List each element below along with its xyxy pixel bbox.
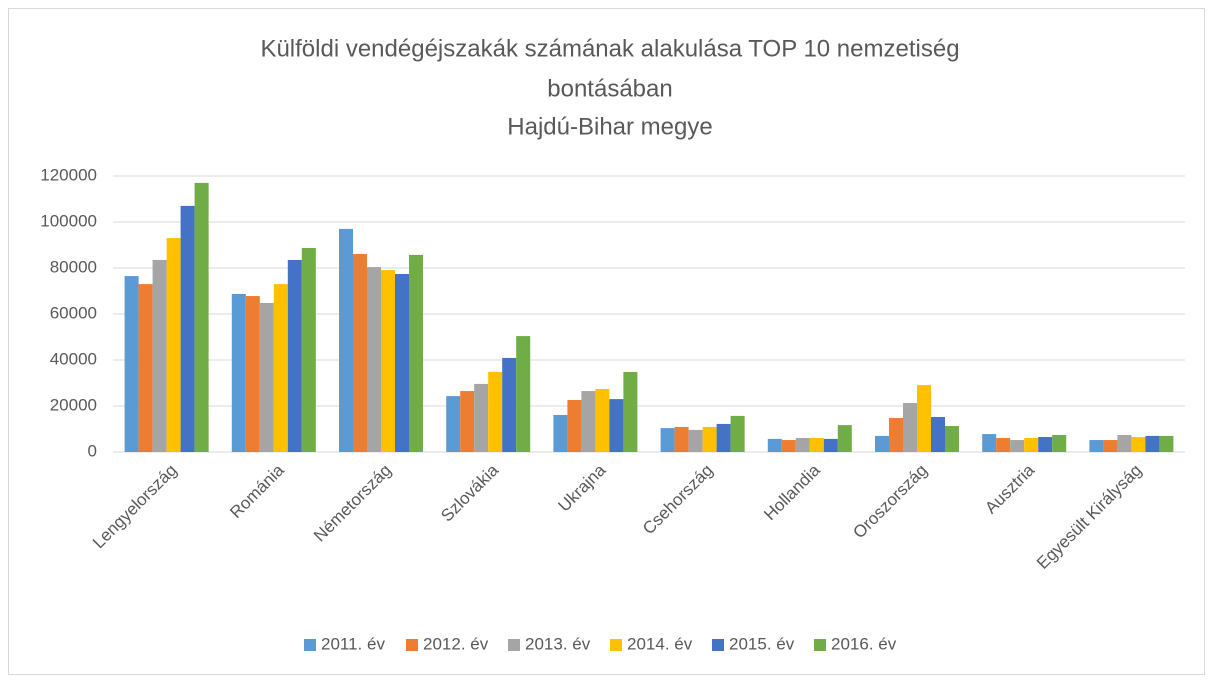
bar xyxy=(474,383,489,452)
bar xyxy=(716,423,731,452)
y-tick-label: 40000 xyxy=(50,349,97,368)
bar xyxy=(138,284,153,452)
bar xyxy=(674,426,689,452)
chart-title: Hajdú-Bihar megye xyxy=(507,113,712,140)
bar xyxy=(273,284,288,452)
bar xyxy=(1052,434,1067,452)
bar xyxy=(152,259,167,452)
bar xyxy=(339,228,353,452)
bar xyxy=(446,396,461,452)
bar xyxy=(516,336,531,452)
bar xyxy=(231,293,246,452)
legend-label: 2012. év xyxy=(423,634,489,653)
bar xyxy=(996,437,1011,452)
bar xyxy=(889,417,903,452)
bar xyxy=(460,391,475,452)
bar xyxy=(1103,440,1118,452)
bar xyxy=(1038,437,1053,452)
bar xyxy=(259,302,274,452)
bar xyxy=(795,437,810,452)
bar xyxy=(931,417,945,452)
bar xyxy=(367,267,381,452)
legend-label: 2013. év xyxy=(525,634,591,653)
bar xyxy=(917,385,931,452)
bar xyxy=(767,438,782,452)
legend-swatch xyxy=(508,639,520,651)
legend-swatch xyxy=(610,639,622,651)
legend-label: 2011. év xyxy=(321,634,385,653)
y-tick-label: 120000 xyxy=(40,165,97,184)
bar xyxy=(395,273,409,452)
y-tick-label: 100000 xyxy=(40,211,97,230)
bar xyxy=(353,253,367,452)
bar xyxy=(245,296,260,452)
bar xyxy=(660,428,675,452)
bar xyxy=(823,438,838,452)
bar xyxy=(945,426,959,452)
bar xyxy=(166,238,181,452)
bar xyxy=(1089,440,1104,452)
y-tick-label: 20000 xyxy=(50,395,97,414)
y-tick-label: 80000 xyxy=(50,257,97,276)
bar xyxy=(180,205,195,452)
legend-label: 2016. év xyxy=(831,634,897,653)
bar xyxy=(301,247,316,452)
bar xyxy=(730,415,745,452)
bar xyxy=(623,371,638,452)
bar xyxy=(287,259,302,452)
legend-swatch xyxy=(814,639,826,651)
bar xyxy=(982,434,997,452)
bar xyxy=(875,435,889,452)
bar xyxy=(488,371,503,452)
bar xyxy=(1131,437,1146,452)
bar xyxy=(581,391,596,452)
legend-label: 2014. év xyxy=(627,634,693,653)
legend-swatch xyxy=(712,639,724,651)
bar xyxy=(1145,435,1160,452)
bar xyxy=(837,425,852,452)
bar xyxy=(903,403,917,452)
bar xyxy=(381,270,395,452)
bar xyxy=(688,429,703,452)
bar xyxy=(809,437,824,452)
legend-swatch xyxy=(304,639,316,651)
bar xyxy=(702,426,717,452)
bar xyxy=(781,440,796,452)
chart-title: bontásában xyxy=(547,75,672,102)
bar xyxy=(609,399,624,452)
bar xyxy=(124,276,139,452)
bar xyxy=(553,414,568,452)
bar xyxy=(595,388,610,452)
bar xyxy=(194,182,209,452)
bar xyxy=(567,400,582,452)
bar xyxy=(1117,434,1132,452)
legend-label: 2015. év xyxy=(729,634,795,653)
bar xyxy=(1010,440,1025,452)
bar xyxy=(409,254,423,452)
bar xyxy=(1159,435,1174,452)
y-tick-label: 60000 xyxy=(50,303,97,322)
y-tick-label: 0 xyxy=(88,441,97,460)
chart-title: Külföldi vendégéjszakák számának alakulá… xyxy=(260,35,959,62)
bar xyxy=(502,357,517,452)
legend-swatch xyxy=(406,639,418,651)
bar xyxy=(1024,437,1039,452)
